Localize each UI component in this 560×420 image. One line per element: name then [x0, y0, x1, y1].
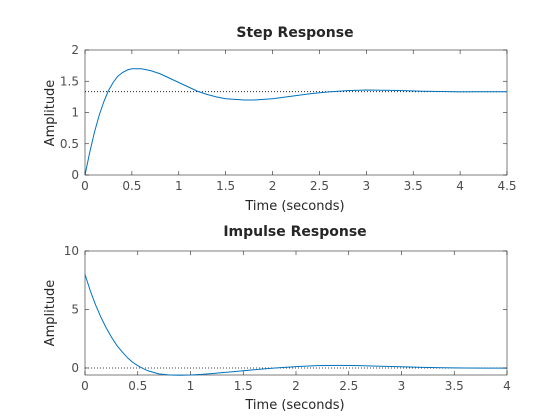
- y-axis-ticks: 0 5 10: [64, 244, 507, 375]
- x-tick-label: 3: [363, 179, 371, 193]
- chart-title: Step Response: [236, 25, 353, 41]
- x-tick-label: 0.5: [122, 179, 141, 193]
- x-tick-label: 0: [81, 179, 89, 193]
- x-tick-label: 1: [187, 379, 195, 393]
- x-tick-label: 4.5: [497, 179, 516, 193]
- x-axis-label: Time (seconds): [244, 199, 344, 214]
- x-tick-label: 2.5: [339, 379, 358, 393]
- x-tick-label: 1: [175, 179, 183, 193]
- x-tick-label: 3.5: [404, 179, 423, 193]
- x-tick-label: 1.5: [216, 179, 235, 193]
- plot-area: [84, 250, 508, 376]
- plot-area: [84, 49, 508, 176]
- x-tick-label: 0: [81, 379, 89, 393]
- x-tick-label: 2.5: [310, 179, 329, 193]
- series-lines: [84, 274, 507, 376]
- y-tick-label: 5: [71, 302, 79, 316]
- y-tick-label: 0: [71, 168, 79, 182]
- y-axis-label: Amplitude: [43, 80, 58, 147]
- y-tick-label: 1: [71, 106, 79, 120]
- x-axis-ticks: 0 0.5 1 1.5 2 2.5 3 3.5 4: [81, 251, 511, 393]
- x-tick-label: 0.5: [128, 379, 147, 393]
- y-tick-label: 10: [64, 244, 79, 258]
- x-tick-label: 2: [292, 379, 300, 393]
- y-tick-label: 2: [71, 43, 79, 57]
- response-line: [84, 68, 507, 176]
- x-tick-label: 2: [269, 179, 277, 193]
- x-tick-label: 4: [503, 379, 511, 393]
- x-tick-label: 3.5: [445, 379, 464, 393]
- y-tick-label: 0: [71, 361, 79, 375]
- y-tick-label: 1.5: [60, 74, 79, 88]
- x-axis-ticks: 0 0.5 1 1.5 2 2.5 3 3.5 4 4.5: [81, 50, 517, 193]
- step-response-chart: Step Response 0 0.5 1 1.5 2 2.5 3 3.5 4 4.5 0 0.5 1…: [43, 25, 517, 214]
- impulse-response-chart: Impulse Response 0 0.5 1 1.5 2 2.5 3 3.5 4 0510 …: [43, 224, 511, 413]
- y-tick-label: 0.5: [60, 137, 79, 151]
- y-axis-ticks: 0 0.5 1 1.5 2: [60, 43, 507, 182]
- response-line: [84, 274, 507, 376]
- series-lines: [84, 68, 507, 176]
- x-tick-label: 3: [398, 379, 406, 393]
- x-tick-label: 1.5: [234, 379, 253, 393]
- x-axis-label: Time (seconds): [244, 398, 344, 413]
- y-axis-label: Amplitude: [43, 280, 58, 347]
- chart-title: Impulse Response: [223, 224, 366, 240]
- x-tick-label: 4: [456, 179, 464, 193]
